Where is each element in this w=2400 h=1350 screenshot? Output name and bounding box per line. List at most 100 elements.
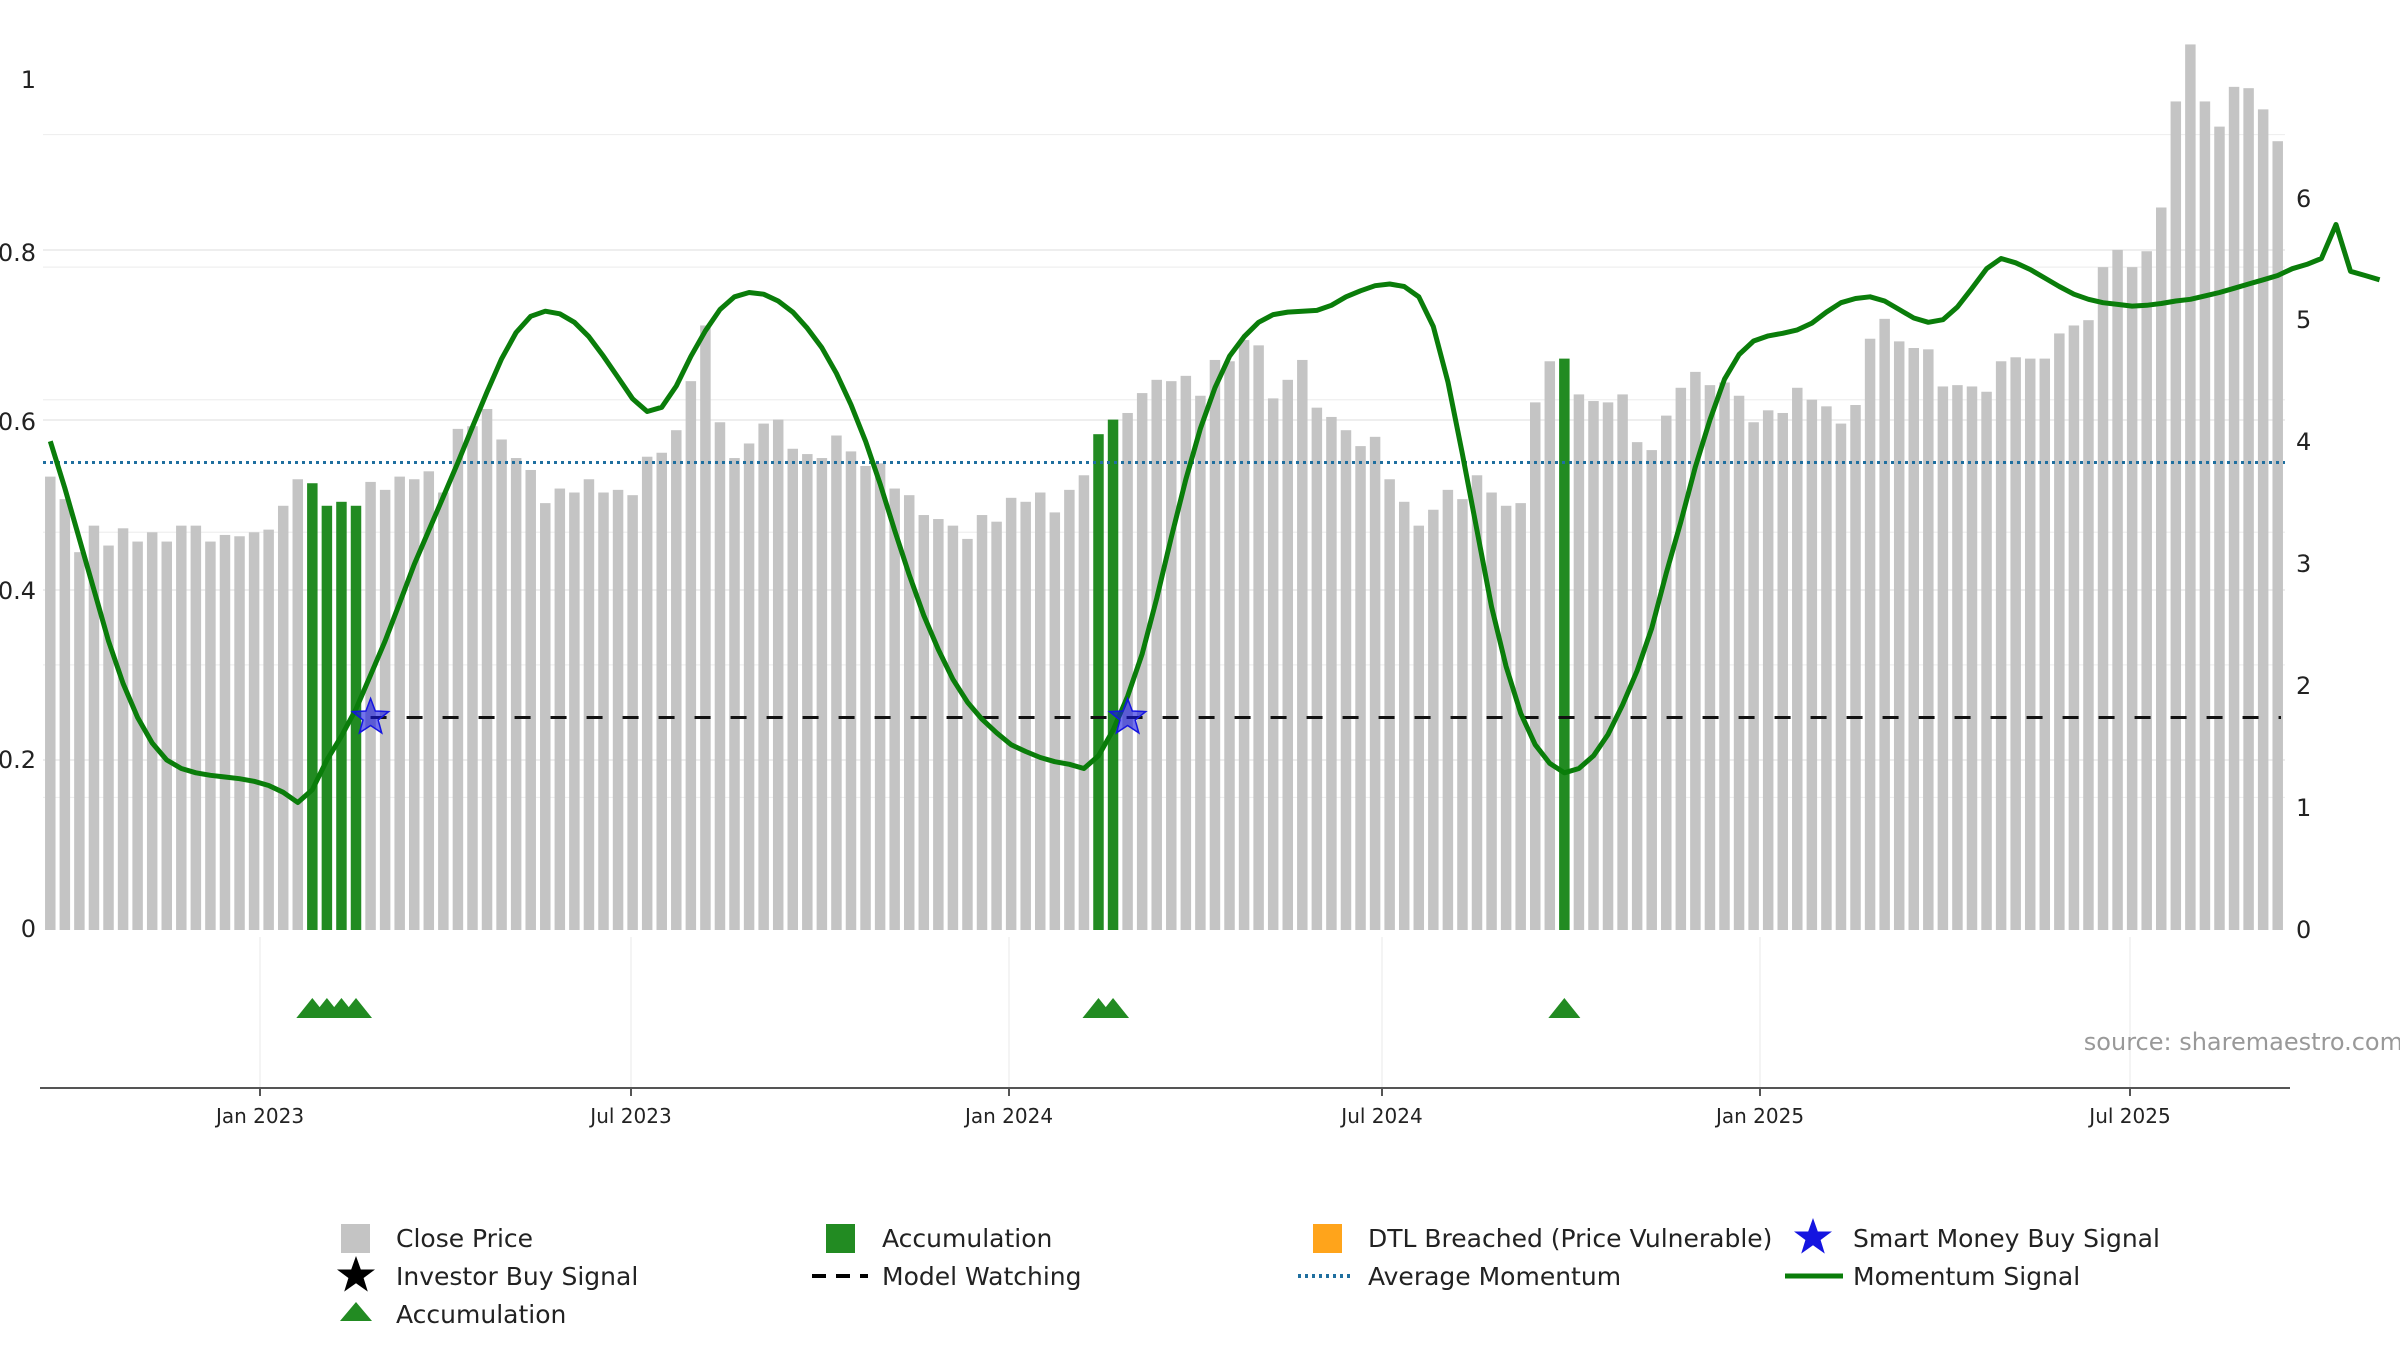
close-price-bar — [1995, 361, 2007, 931]
accumulation-bar — [1093, 434, 1104, 930]
close-price-bar — [845, 451, 857, 930]
close-price-bar — [248, 532, 260, 930]
accumulation-bar — [321, 505, 333, 930]
close-price-bar — [2257, 109, 2269, 930]
close-price-bar — [1908, 348, 1920, 930]
x-tick-label: Jul 2023 — [588, 1104, 671, 1128]
close-price-bar — [2243, 88, 2254, 930]
close-price-bar — [2126, 267, 2138, 931]
legend-label: Investor Buy Signal — [396, 1262, 638, 1291]
legend-item-model-watching: Model Watching — [812, 1262, 1082, 1291]
close-price-bar — [234, 536, 245, 930]
close-price-bar — [467, 426, 478, 930]
close-price-bar — [1020, 501, 1031, 930]
close-price-bar — [1500, 505, 1512, 930]
smart-money-star — [1107, 696, 1148, 735]
close-price-bar — [1835, 423, 1847, 930]
accumulation-bar — [336, 501, 347, 930]
close-price-bar — [1049, 512, 1061, 930]
x-axis-ticks: Jan 2023 Jul 2023 Jan 2024 Jul 2024 Jan … — [214, 1104, 2171, 1128]
left-tick-label: 0.2 — [0, 746, 36, 774]
close-price-bar — [452, 428, 464, 930]
right-axis-ticks: 0 1 2 3 4 5 6 — [2296, 185, 2311, 944]
close-price-bar — [612, 489, 624, 930]
left-tick-label: 0.8 — [0, 239, 36, 267]
legend-item-dtl-breached: DTL Breached (Price Vulnerable) — [1313, 1224, 1772, 1253]
close-price-bar — [161, 541, 172, 930]
close-price-bar — [1078, 475, 1090, 930]
legend-label: Close Price — [396, 1224, 533, 1253]
accumulation-triangle — [1097, 998, 1130, 1018]
close-price-bar — [176, 525, 187, 930]
legend-label: Smart Money Buy Signal — [1853, 1224, 2160, 1253]
close-price-bar — [1879, 318, 1890, 930]
accumulation-triangle — [340, 998, 373, 1018]
close-price-bar — [277, 505, 289, 930]
close-price-bar — [1777, 412, 1788, 930]
close-price-bar — [292, 479, 304, 930]
close-price-bar — [816, 458, 828, 930]
close-price-bar — [1340, 430, 1352, 930]
accumulation-bar — [350, 505, 362, 930]
close-price-bar — [787, 448, 799, 930]
close-price-bar — [1864, 338, 1876, 930]
legend-item-investor-buy: Investor Buy Signal — [337, 1256, 638, 1292]
close-price-bar — [1238, 340, 1250, 930]
right-tick-label: 4 — [2296, 428, 2311, 456]
close-price-bar — [1471, 475, 1483, 930]
accumulation-bar — [307, 483, 318, 930]
close-price-bar — [205, 541, 216, 930]
x-tick-label: Jul 2024 — [1339, 1104, 1422, 1128]
right-tick-label: 6 — [2296, 185, 2311, 213]
close-price-bar — [88, 525, 100, 930]
close-price-bar — [2068, 325, 2080, 931]
close-price-bar — [1151, 379, 1162, 930]
close-price-bar — [656, 452, 667, 930]
close-price-bar — [1937, 386, 1949, 930]
close-price-bar — [1428, 509, 1439, 930]
triangle-icon — [340, 1302, 372, 1321]
close-price-bars — [45, 44, 2283, 931]
close-price-bar — [1195, 395, 1206, 930]
close-price-bar — [1762, 410, 1774, 930]
close-price-bar — [438, 492, 449, 930]
close-price-bar — [1573, 394, 1585, 930]
close-price-bar — [1529, 402, 1541, 930]
star-icon — [337, 1256, 375, 1292]
axes — [40, 1087, 2290, 1096]
star-icon — [1794, 1218, 1832, 1254]
close-price-bar — [874, 463, 886, 930]
close-price-bar — [510, 458, 522, 930]
gridlines — [43, 133, 2285, 1088]
close-price-bar — [103, 545, 114, 930]
close-price-bar — [2272, 141, 2283, 930]
close-price-bar — [1166, 381, 1177, 930]
close-price-bar — [117, 528, 129, 930]
close-price-bar — [714, 422, 726, 930]
close-price-bar — [641, 456, 653, 930]
legend-item-smart-money: Smart Money Buy Signal — [1794, 1218, 2160, 1254]
close-price-bar — [1748, 422, 1759, 930]
close-price-bar — [1369, 436, 1381, 930]
right-tick-label: 5 — [2296, 306, 2311, 334]
close-price-bar — [2199, 101, 2211, 930]
close-price-bar — [1850, 405, 1861, 930]
close-price-bar — [598, 492, 609, 930]
close-price-bar — [1253, 345, 1264, 930]
close-price-bar — [1821, 406, 1832, 930]
close-price-bar — [1631, 442, 1643, 930]
close-price-bar — [1224, 361, 1235, 931]
close-price-bar — [146, 532, 158, 930]
close-price-bar — [2024, 358, 2036, 930]
close-price-bar — [903, 495, 915, 930]
left-axis-ticks: 0 0.2 0.4 0.6 0.8 1 — [0, 66, 36, 943]
close-price-bar — [481, 408, 493, 931]
legend-item-accumulation-triangle: Accumulation — [340, 1300, 566, 1329]
accumulation-bar — [1559, 358, 1570, 930]
legend-item-accumulation-bar: Accumulation — [826, 1224, 1052, 1253]
close-price-bar — [1486, 492, 1497, 930]
close-price-bar — [1704, 385, 1716, 930]
close-price-bar — [947, 525, 959, 930]
close-price-bar — [1646, 450, 1657, 930]
